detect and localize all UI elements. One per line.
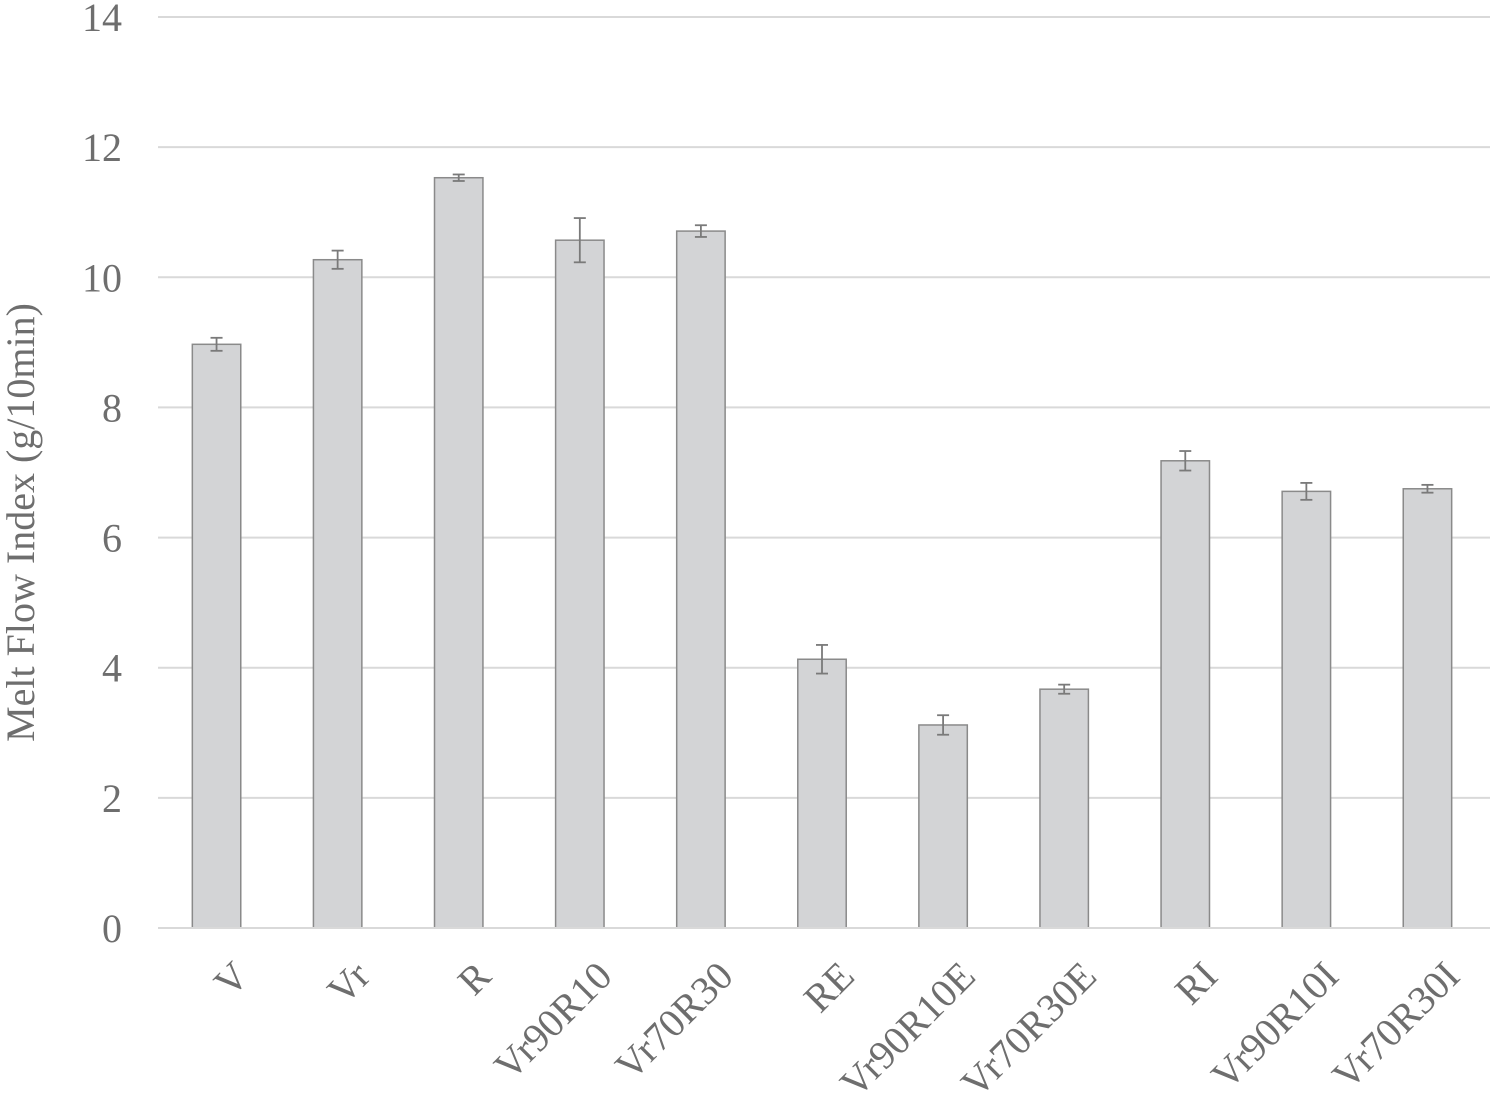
x-tick-label: R: [449, 953, 500, 1004]
bar-v: [191, 343, 242, 929]
bar-vr70r30i: [1402, 488, 1453, 929]
y-axis-title: Melt Flow Index (g/10min): [0, 303, 43, 742]
x-tick-label: Vr70R30E: [952, 953, 1105, 1098]
error-bar-vr70r30: [694, 224, 707, 238]
error-bar-vr90r10e: [937, 714, 950, 736]
error-bar-v: [210, 336, 223, 352]
bar-vr: [312, 258, 363, 929]
y-tick-label: 0: [102, 906, 122, 951]
x-tick-label: Vr70R30I: [1323, 953, 1468, 1098]
x-tick-label: Vr: [318, 953, 378, 1013]
error-bar-r: [452, 173, 465, 182]
x-tick-label: Vr90R10I: [1202, 953, 1347, 1098]
y-axis-ticks: 0 2 4 6 8 10 12 14: [82, 0, 122, 951]
error-bar-vr90r10: [573, 217, 586, 264]
bar-ri: [1160, 460, 1211, 929]
bar-vr90r10i: [1281, 490, 1332, 929]
error-bars: [210, 173, 1434, 736]
x-tick-label: Vr70R30: [606, 953, 741, 1088]
bar-re: [797, 658, 847, 929]
y-tick-label: 6: [102, 516, 122, 561]
error-bar-vr: [331, 249, 344, 270]
error-bar-vr90r10i: [1300, 482, 1313, 501]
y-tick-label: 4: [102, 646, 122, 691]
x-tick-label: RE: [795, 953, 863, 1021]
bar-vr90r10e: [918, 724, 969, 929]
bar-vr70r30e: [1039, 688, 1090, 929]
x-tick-label: RI: [1166, 953, 1226, 1013]
x-tick-label: Vr90R10: [485, 953, 620, 1088]
bars: [191, 176, 1453, 929]
error-bar-vr70r30i: [1421, 483, 1434, 494]
gridlines: [158, 16, 1490, 799]
bar-vr70r30: [675, 230, 726, 929]
bar-vr90r10: [554, 239, 605, 929]
error-bar-re: [816, 644, 828, 675]
y-tick-label: 8: [102, 385, 122, 430]
y-tick-label: 10: [82, 255, 122, 300]
y-tick-label: 14: [82, 0, 122, 40]
y-tick-label: 2: [102, 776, 122, 821]
bar-r: [433, 176, 484, 929]
error-bar-vr70r30e: [1058, 683, 1071, 695]
x-tick-label: V: [205, 953, 257, 1005]
error-bar-ri: [1179, 450, 1192, 472]
y-tick-label: 12: [82, 125, 122, 170]
